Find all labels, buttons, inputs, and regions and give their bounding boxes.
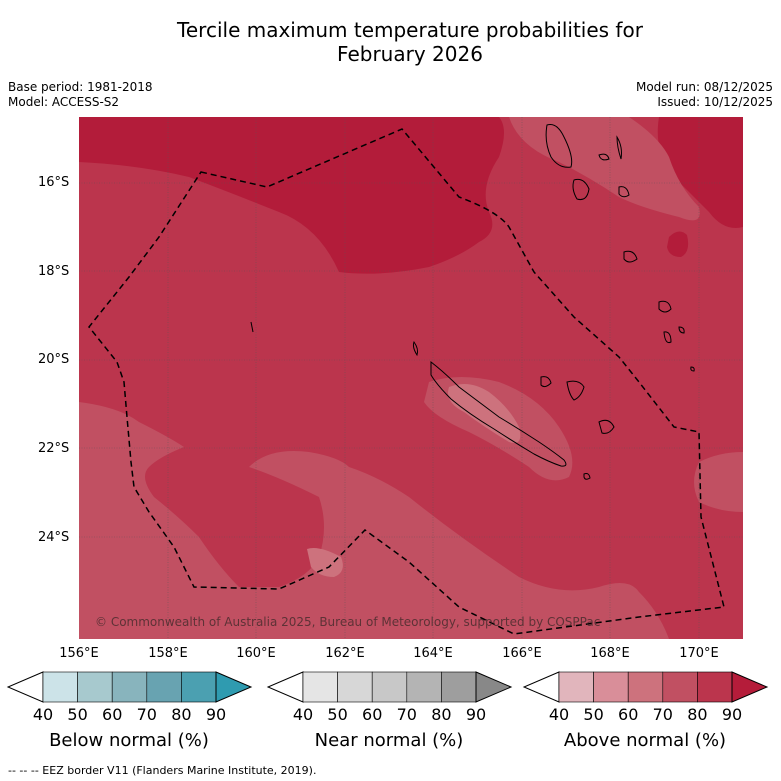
above-normal-segment (662, 671, 698, 703)
lightest-region-south (307, 548, 343, 577)
vanuatu-small-1 (678, 326, 685, 334)
eez-border (88, 128, 725, 635)
light-region-northeast (509, 117, 700, 221)
dark-region-northeast (657, 117, 743, 228)
title-line-1: Tercile maximum temperature probabilitie… (177, 18, 643, 42)
below-normal-right-extend (215, 671, 253, 703)
lon-label-156e: 156°E (59, 646, 99, 661)
below-normal-label: Below normal (%) (49, 730, 209, 751)
base-period: Base period: 1981-2018 (8, 80, 153, 94)
lightest-region-island (448, 383, 521, 443)
near-normal-segment (441, 671, 477, 703)
title-line-2: February 2026 (337, 42, 483, 66)
model-name: Model: ACCESS-S2 (8, 95, 120, 109)
above-normal-label: Above normal (%) (563, 730, 727, 751)
light-region-southwest (79, 402, 669, 639)
map-credit: © Commonwealth of Australia 2025, Bureau… (95, 615, 601, 629)
lat-label-22s: 22°S (38, 441, 70, 456)
below-normal-tick-label: 90 (205, 705, 227, 724)
near-normal-tick-label: 50 (327, 705, 348, 724)
above-normal-segment (697, 671, 733, 703)
above-normal-tick-label: 50 (583, 705, 604, 724)
vanuatu-tanna (658, 300, 672, 313)
below-normal-segment (42, 671, 78, 703)
issued-date: Issued: 10/12/2025 (657, 95, 773, 109)
above-normal-left-extend (522, 671, 560, 703)
vanuatu-malekula (572, 178, 590, 200)
below-normal-tick-label: 40 (32, 705, 54, 724)
vanuatu-small-3 (690, 366, 695, 372)
below-normal-segment (111, 671, 148, 703)
below-normal-segment (146, 671, 182, 703)
near-normal-tick-label: 80 (431, 705, 452, 724)
vanuatu-small-2 (663, 331, 672, 343)
colorbar-near-normal (266, 671, 513, 703)
lon-label-170e: 170°E (679, 646, 719, 661)
near-normal-segment (371, 671, 408, 703)
colorbar-above-normal (522, 671, 769, 703)
below-normal-tick-label: 50 (67, 705, 88, 724)
near-normal-label: Near normal (%) (314, 730, 464, 751)
new-caledonia-island (430, 360, 567, 467)
vanuatu-pentecost (616, 135, 622, 160)
below-normal-tick-label: 60 (102, 705, 123, 724)
light-region-east (694, 452, 743, 512)
above-normal-tick-label: 80 (687, 705, 708, 724)
mare-island (598, 419, 615, 434)
meta-right: Model run: 08/12/2025 Issued: 10/12/2025 (636, 80, 773, 110)
lon-label-168e: 168°E (590, 646, 630, 661)
vanuatu-erromango (623, 250, 638, 263)
lat-label-20s: 20°S (38, 352, 70, 367)
vanuatu-efate (618, 186, 630, 198)
ouvea-island (540, 376, 552, 388)
above-normal-tick-label: 70 (652, 705, 673, 724)
above-normal-tick-label: 40 (548, 705, 570, 724)
above-normal-tick-label: 90 (721, 705, 743, 724)
dark-region-east-spot (667, 231, 689, 257)
lon-label-164e: 164°E (413, 646, 453, 661)
near-normal-segment (302, 671, 338, 703)
lon-label-166e: 166°E (502, 646, 542, 661)
colorbars (6, 671, 769, 703)
above-normal-tick-label: 60 (618, 705, 639, 724)
lon-label-160e: 160°E (236, 646, 276, 661)
graticule (79, 117, 743, 639)
lat-label-18s: 18°S (38, 264, 70, 279)
below-normal-segment (77, 671, 113, 703)
near-normal-segment (337, 671, 373, 703)
above-normal-segment (627, 671, 664, 703)
model-run: Model run: 08/12/2025 (635, 80, 773, 94)
near-normal-tick-label: 90 (465, 705, 487, 724)
near-normal-tick-label: 40 (292, 705, 314, 724)
below-normal-segment (181, 671, 217, 703)
colorbar-below-normal (6, 671, 253, 703)
vanuatu-ambae (598, 153, 610, 161)
map-title: Tercile maximum temperature probabilitie… (0, 18, 781, 66)
near-normal-left-extend (266, 671, 304, 703)
above-normal-right-extend (731, 671, 769, 703)
above-normal-segment (558, 671, 594, 703)
eez-footnote: -- -- -- EEZ border V11 (Flanders Marine… (8, 764, 317, 777)
dark-region-north (79, 117, 504, 274)
below-normal-tick-label: 70 (136, 705, 157, 724)
near-normal-right-extend (475, 671, 513, 703)
belep-island (412, 340, 419, 357)
vanuatu-espiritu-santo (545, 124, 573, 168)
above-normal-segment (593, 671, 629, 703)
lon-label-162e: 162°E (325, 646, 365, 661)
meta-left: Base period: 1981-2018 Model: ACCESS-S2 (8, 80, 153, 110)
near-normal-segment (406, 671, 442, 703)
lat-label-24s: 24°S (38, 530, 70, 545)
near-normal-tick-label: 70 (396, 705, 417, 724)
isle-of-pines (583, 473, 591, 480)
below-normal-left-extend (6, 671, 44, 703)
probability-map (79, 117, 743, 639)
coastlines (250, 124, 695, 480)
lat-label-16s: 16°S (38, 175, 70, 190)
near-normal-tick-label: 60 (362, 705, 383, 724)
lon-label-158e: 158°E (148, 646, 188, 661)
lifou-island (566, 380, 585, 401)
below-normal-tick-label: 80 (171, 705, 192, 724)
chesterfield-islands (250, 321, 254, 333)
